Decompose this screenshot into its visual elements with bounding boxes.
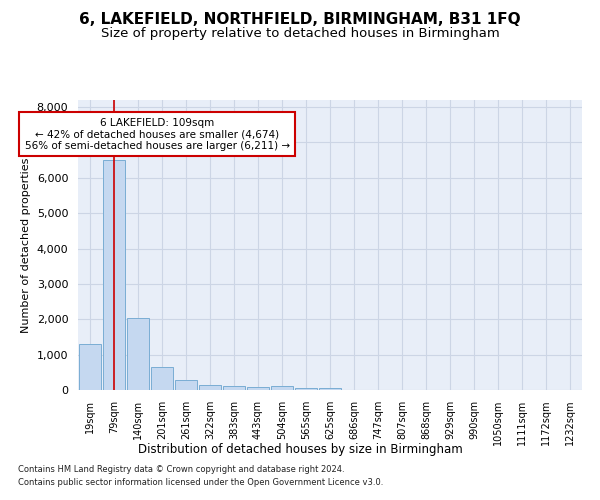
Bar (79, 344, 101, 390)
Bar (151, 367, 173, 390)
Text: Distribution of detached houses by size in Birmingham: Distribution of detached houses by size … (137, 442, 463, 456)
Text: Contains public sector information licensed under the Open Government Licence v3: Contains public sector information licen… (18, 478, 383, 487)
Text: 6 LAKEFIELD: 109sqm
← 42% of detached houses are smaller (4,674)
56% of semi-det: 6 LAKEFIELD: 109sqm ← 42% of detached ho… (25, 118, 290, 151)
Bar (199, 386, 221, 390)
Y-axis label: Number of detached properties: Number of detached properties (21, 158, 31, 332)
Text: 6, LAKEFIELD, NORTHFIELD, BIRMINGHAM, B31 1FQ: 6, LAKEFIELD, NORTHFIELD, BIRMINGHAM, B3… (79, 12, 521, 28)
Bar (175, 380, 197, 390)
Bar (247, 387, 269, 390)
Bar (319, 388, 341, 390)
Text: Size of property relative to detached houses in Birmingham: Size of property relative to detached ho… (101, 28, 499, 40)
Bar (103, 160, 125, 390)
Bar (271, 386, 293, 390)
Bar (223, 386, 245, 390)
Bar (295, 388, 317, 390)
Text: Contains HM Land Registry data © Crown copyright and database right 2024.: Contains HM Land Registry data © Crown c… (18, 466, 344, 474)
Bar (127, 318, 149, 390)
